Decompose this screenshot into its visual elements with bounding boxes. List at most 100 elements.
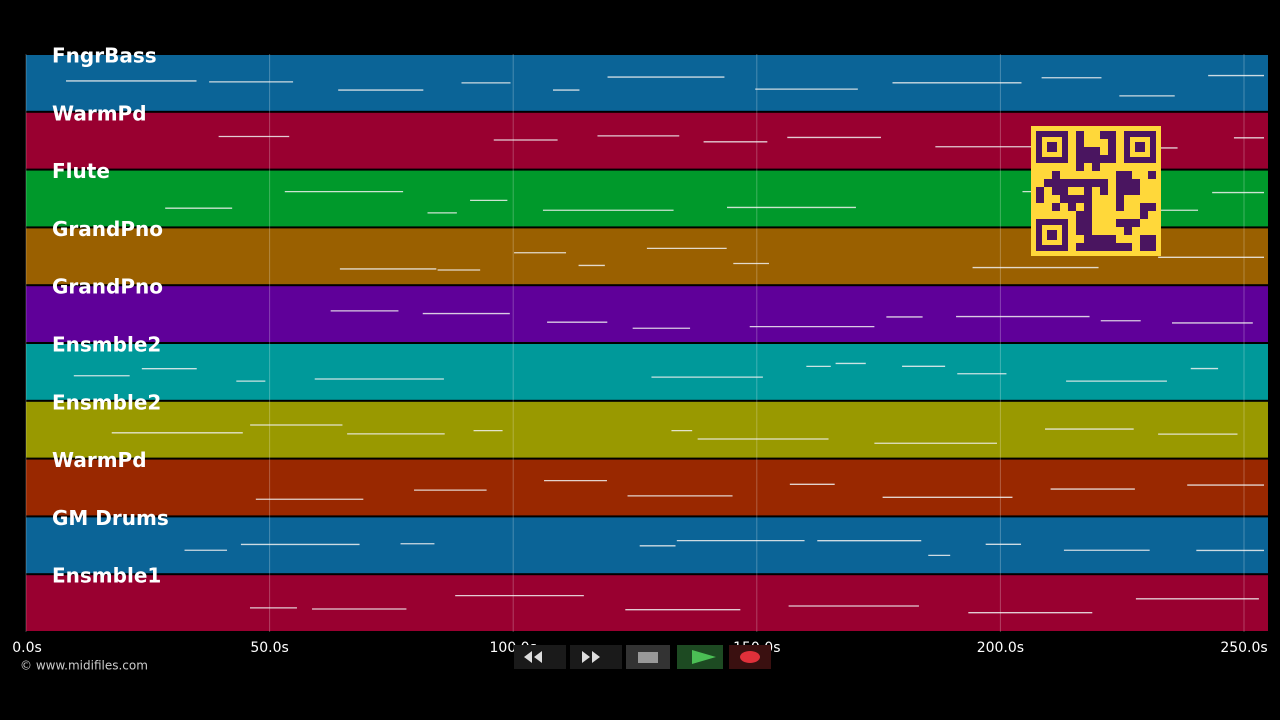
rewind-icon [524, 651, 542, 663]
track-lane [26, 286, 1268, 342]
qr-module [1052, 179, 1060, 187]
qr-finder [1047, 230, 1057, 240]
track-lane [26, 344, 1268, 400]
qr-module [1052, 187, 1060, 195]
qr-module [1084, 219, 1092, 227]
qr-module [1140, 235, 1148, 243]
qr-module [1068, 195, 1076, 203]
qr-module [1092, 235, 1100, 243]
qr-module [1084, 179, 1092, 187]
qr-module [1116, 219, 1124, 227]
track-name: GM Drums [52, 506, 169, 530]
qr-module [1076, 227, 1084, 235]
qr-module [1124, 219, 1132, 227]
time-tick-label: 200.0s [977, 640, 1024, 656]
qr-module [1108, 131, 1116, 139]
qr-module [1100, 235, 1108, 243]
qr-module [1084, 211, 1092, 219]
fast-forward-icon [582, 651, 600, 663]
qr-module [1076, 147, 1084, 155]
qr-module [1052, 171, 1060, 179]
qr-module [1116, 187, 1124, 195]
qr-module [1068, 203, 1076, 211]
qr-module [1100, 187, 1108, 195]
qr-module [1060, 195, 1068, 203]
qr-finder [1047, 142, 1057, 152]
qr-module [1116, 179, 1124, 187]
qr-module [1076, 219, 1084, 227]
qr-module [1036, 187, 1044, 195]
qr-module [1108, 235, 1116, 243]
qr-module [1084, 155, 1092, 163]
qr-module [1124, 187, 1132, 195]
track-name: Ensmble2 [52, 390, 161, 414]
qr-module [1076, 131, 1084, 139]
qr-module [1076, 211, 1084, 219]
qr-module [1084, 147, 1092, 155]
qr-module [1124, 227, 1132, 235]
qr-module [1076, 195, 1084, 203]
time-tick-label: 50.0s [250, 640, 288, 656]
qr-module [1060, 179, 1068, 187]
qr-module [1148, 171, 1156, 179]
track-lane [26, 459, 1268, 516]
qr-module [1116, 243, 1124, 251]
qr-module [1100, 131, 1108, 139]
qr-module [1132, 219, 1140, 227]
qr-module [1124, 243, 1132, 251]
qr-module [1092, 179, 1100, 187]
qr-module [1044, 179, 1052, 187]
time-tick-label: 0.0s [12, 640, 42, 656]
record-icon [740, 651, 760, 663]
qr-module [1132, 187, 1140, 195]
qr-module [1100, 179, 1108, 187]
qr-module [1076, 163, 1084, 171]
qr-module [1148, 203, 1156, 211]
track-name: GrandPno [52, 217, 163, 241]
qr-code [1031, 126, 1161, 256]
track-name: GrandPno [52, 275, 163, 299]
qr-pattern [1036, 131, 1156, 251]
qr-module [1060, 187, 1068, 195]
qr-module [1092, 147, 1100, 155]
track-lane [26, 575, 1268, 631]
transport-controls [514, 645, 771, 669]
qr-module [1108, 147, 1116, 155]
labels: FngrBass WarmPd Flute GrandPno GrandPno Ensmb… [52, 44, 169, 588]
qr-module [1140, 211, 1148, 219]
qr-module [1084, 195, 1092, 203]
track-name: FngrBass [52, 44, 157, 68]
qr-module [1092, 243, 1100, 251]
qr-module [1076, 139, 1084, 147]
qr-module [1132, 179, 1140, 187]
track-name: Ensmble1 [52, 564, 161, 588]
qr-module [1140, 243, 1148, 251]
qr-module [1124, 171, 1132, 179]
qr-module [1084, 235, 1092, 243]
copyright: © www.midifiles.com [20, 659, 148, 673]
qr-module [1116, 203, 1124, 211]
qr-module [1084, 187, 1092, 195]
time-tick-label: 250.0s [1220, 640, 1267, 656]
qr-module [1084, 227, 1092, 235]
stop-icon [638, 652, 658, 663]
qr-module [1076, 243, 1084, 251]
qr-module [1108, 243, 1116, 251]
qr-module [1108, 139, 1116, 147]
qr-finder [1135, 142, 1145, 152]
qr-module [1116, 171, 1124, 179]
qr-module [1100, 155, 1108, 163]
qr-module [1100, 243, 1108, 251]
qr-module [1140, 203, 1148, 211]
qr-module [1052, 203, 1060, 211]
qr-module [1148, 243, 1156, 251]
qr-module [1076, 155, 1084, 163]
play-icon [692, 650, 716, 664]
qr-module [1076, 179, 1084, 187]
qr-module [1036, 195, 1044, 203]
qr-module [1068, 179, 1076, 187]
qr-module [1116, 195, 1124, 203]
track-name: Ensmble2 [52, 333, 161, 357]
